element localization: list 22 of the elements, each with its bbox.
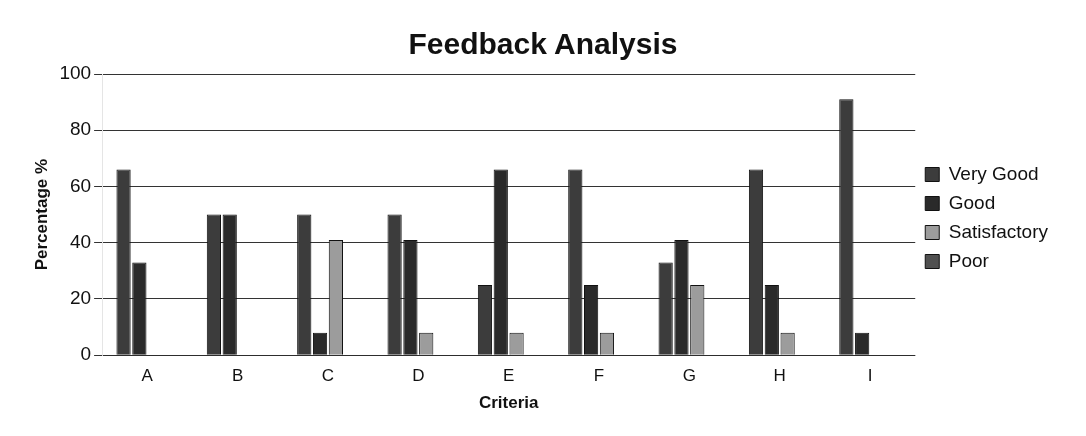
legend-label: Satisfactory <box>948 220 1049 242</box>
x-tick-label: A <box>141 366 154 386</box>
chart-title: Feedback Analysis <box>408 27 678 61</box>
y-tick-label: 80 <box>69 118 92 140</box>
x-tick-label: E <box>503 366 515 386</box>
x-tick-label: C <box>321 366 335 386</box>
x-tick-label: B <box>231 366 244 386</box>
legend-label: Very Good <box>948 162 1039 184</box>
y-tick-label: 20 <box>69 287 92 309</box>
legend-label: Good <box>948 191 996 213</box>
y-axis-title: Percentage % <box>31 158 51 271</box>
y-tick-label: 60 <box>69 174 92 196</box>
x-tick-label: G <box>682 366 696 386</box>
legend-label: Poor <box>948 249 990 271</box>
x-tick-label: F <box>593 366 605 386</box>
x-tick-label: I <box>867 366 873 386</box>
x-axis-title: Criteria <box>478 393 539 413</box>
x-tick-label: D <box>412 366 425 386</box>
x-tick-label: H <box>773 366 786 386</box>
y-tick-label: 100 <box>59 62 92 84</box>
y-tick-label: 40 <box>69 230 92 252</box>
y-tick-label: 0 <box>80 343 92 365</box>
